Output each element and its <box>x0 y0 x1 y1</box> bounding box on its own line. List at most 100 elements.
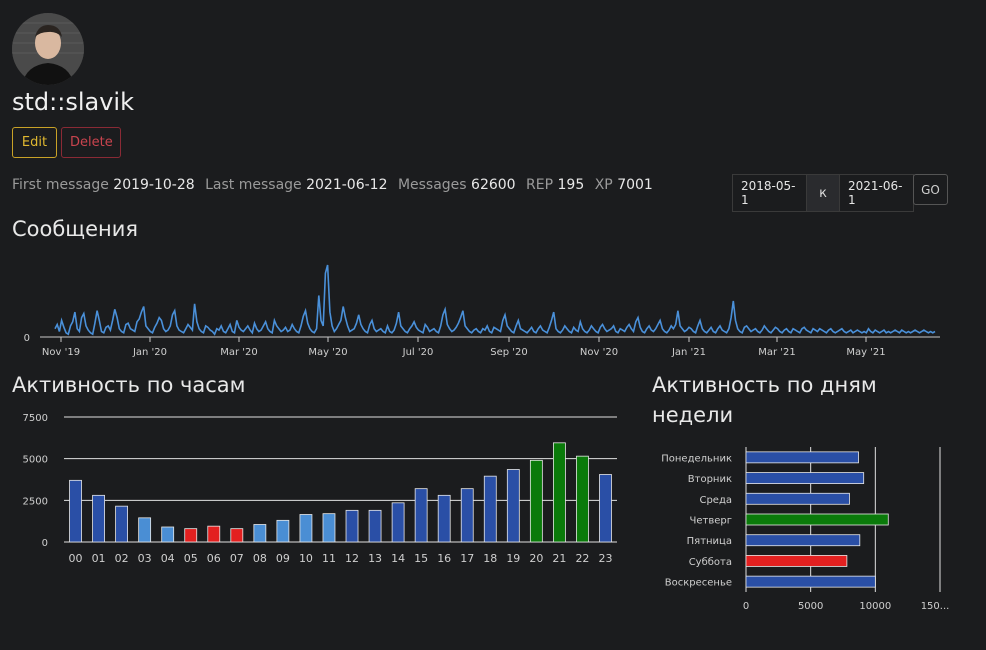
date-to-input[interactable]: 2021-06-1 <box>839 174 914 212</box>
date-separator: к <box>807 174 839 212</box>
line-chart-x-tick-label: May '21 <box>846 347 885 358</box>
hours-bar <box>92 494 105 543</box>
hours-bar <box>599 474 612 543</box>
hours-x-tick-label: 04 <box>161 552 175 565</box>
hours-y-tick-label: 2500 <box>23 496 48 507</box>
line-chart-x-tick-label: Nov '20 <box>580 347 618 358</box>
hours-bar <box>368 509 382 543</box>
days-y-tick-label: Четверг <box>690 516 732 527</box>
days-section-title-line1: Активность по дням <box>652 373 877 397</box>
edit-button[interactable]: Edit <box>12 127 57 158</box>
hours-x-tick-label: 19 <box>506 552 520 565</box>
rep-value: 195 <box>557 177 585 193</box>
days-y-tick-label: Среда <box>699 495 732 506</box>
hours-x-tick-label: 17 <box>460 552 474 565</box>
line-chart-x-tick-label: Mar '20 <box>220 347 258 358</box>
days-bar <box>745 575 876 588</box>
rep-label: REP <box>526 177 554 193</box>
messages-value: 62600 <box>471 177 516 193</box>
hours-x-tick-label: 21 <box>552 552 566 565</box>
hours-y-tick-label: 0 <box>42 538 48 549</box>
line-chart-x-tick-label: May '20 <box>308 347 347 358</box>
date-range-filter: 2018-05-1 к 2021-06-1 <box>732 174 914 212</box>
hours-bar <box>138 517 152 543</box>
line-chart-x-tick-label: Sep '20 <box>490 347 528 358</box>
days-y-tick-label: Пятница <box>687 536 732 547</box>
xp-label: XP <box>594 177 613 193</box>
stats-line: First message 2019-10-28 Last message 20… <box>12 177 659 193</box>
hours-bar <box>230 528 244 543</box>
days-y-tick-label: Понедельник <box>661 453 732 464</box>
hours-x-tick-label: 12 <box>345 552 359 565</box>
avatar <box>12 13 84 85</box>
line-chart-x-tick-label: Jul '20 <box>402 347 434 358</box>
hours-bar <box>506 469 520 543</box>
username: std::slavik <box>12 88 134 116</box>
hours-x-tick-label: 00 <box>69 552 83 565</box>
days-x-tick-label: 10000 <box>859 601 891 612</box>
hours-bar <box>69 479 82 543</box>
delete-button[interactable]: Delete <box>61 127 121 158</box>
hours-bar <box>576 455 589 543</box>
hours-bar <box>184 528 198 543</box>
days-bar <box>745 492 850 505</box>
hours-x-tick-label: 02 <box>115 552 129 565</box>
hours-bar <box>460 488 474 543</box>
line-chart-y-tick: 0 <box>24 333 30 344</box>
days-bar <box>745 451 859 464</box>
hours-x-tick-label: 23 <box>598 552 612 565</box>
days-y-tick-label: Вторник <box>688 474 732 485</box>
hours-x-tick-label: 08 <box>253 552 267 565</box>
hours-x-tick-label: 14 <box>391 552 405 565</box>
hours-x-tick-label: 16 <box>437 552 451 565</box>
hours-x-tick-label: 20 <box>529 552 543 565</box>
days-bar <box>745 534 861 547</box>
hours-x-tick-label: 15 <box>414 552 428 565</box>
hours-bar <box>483 475 497 543</box>
hours-x-tick-label: 09 <box>276 552 290 565</box>
hours-y-tick-label: 7500 <box>23 413 48 424</box>
hours-x-tick-label: 13 <box>368 552 382 565</box>
hours-bar <box>161 526 175 543</box>
hours-bar <box>207 525 221 543</box>
hours-x-tick-label: 22 <box>575 552 589 565</box>
days-bar <box>745 555 848 567</box>
hours-bar <box>414 488 428 543</box>
last-message-label: Last message <box>205 177 302 193</box>
hours-x-tick-label: 06 <box>207 552 221 565</box>
date-from-input[interactable]: 2018-05-1 <box>732 174 807 212</box>
messages-label: Messages <box>397 177 467 193</box>
line-chart-x-tick-label: Jan '21 <box>671 347 706 358</box>
hours-bar <box>322 513 336 543</box>
hours-x-tick-label: 07 <box>230 552 244 565</box>
hours-x-tick-label: 05 <box>184 552 198 565</box>
line-chart-x-tick-label: Jan '20 <box>132 347 167 358</box>
hours-bar <box>299 514 313 543</box>
hours-x-tick-label: 11 <box>322 552 336 565</box>
hours-x-tick-label: 01 <box>92 552 106 565</box>
days-y-tick-label: Суббота <box>689 557 732 568</box>
line-chart-series <box>54 264 936 336</box>
hours-x-tick-label: 18 <box>483 552 497 565</box>
last-message-value: 2021-06-12 <box>306 177 388 193</box>
days-bar <box>745 513 889 526</box>
hours-bar <box>276 519 290 543</box>
hours-x-tick-label: 03 <box>138 552 152 565</box>
hours-bar <box>345 509 359 543</box>
days-x-tick-label: 150... <box>921 601 950 612</box>
line-chart-x-tick-label: Mar '21 <box>758 347 796 358</box>
line-chart-x-tick-label: Nov '19 <box>42 347 80 358</box>
days-section-title-line2: недели <box>652 403 734 427</box>
days-bar <box>745 472 865 484</box>
days-bar-chart: Понедельник Вторник Среда Четверг Пятница Суб… <box>661 447 949 612</box>
first-message-label: First message <box>12 177 109 193</box>
hours-bar <box>529 459 543 543</box>
messages-line-chart: 0 Nov '19 Jan '20 Mar '20 May '20 Jul '20 Sep … <box>24 264 940 358</box>
messages-section-title: Сообщения <box>12 217 139 241</box>
xp-value: 7001 <box>617 177 653 193</box>
hours-x-tick-label: 10 <box>299 552 313 565</box>
hours-bar-chart: 0 2500 5000 7500 00 01 02 03 04 05 06 07 08 09 10 11 12 1… <box>23 413 617 565</box>
days-x-tick-label: 0 <box>743 601 749 612</box>
go-button[interactable]: GO <box>913 174 948 205</box>
